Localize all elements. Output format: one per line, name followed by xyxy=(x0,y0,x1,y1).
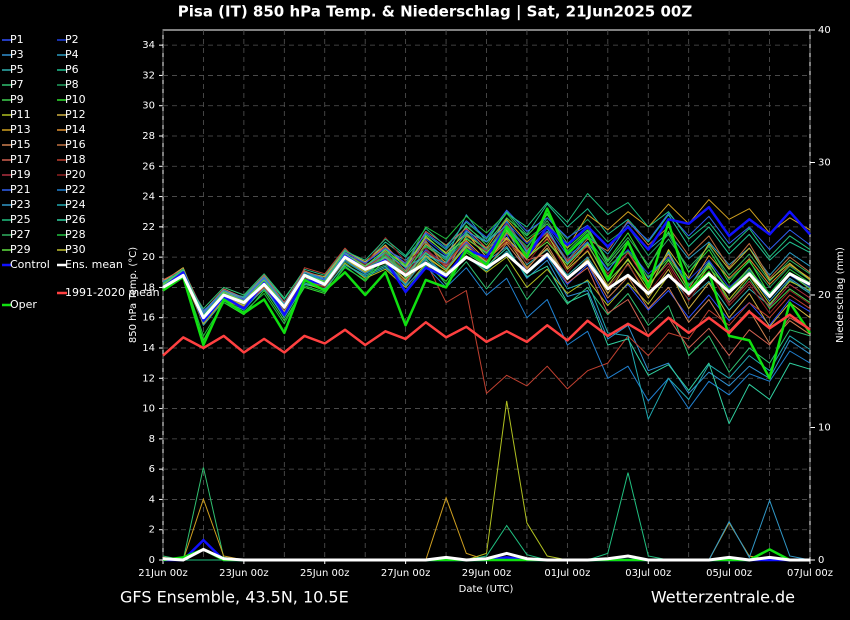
temp-line xyxy=(162,247,811,394)
y-tick-label: 26 xyxy=(142,161,155,172)
legend-label: P18 xyxy=(65,153,86,166)
y-tick-label: 30 xyxy=(142,101,155,112)
y2-tick-label: 0 xyxy=(818,555,824,566)
legend-label: P8 xyxy=(65,78,79,91)
y-tick-label: 20 xyxy=(142,252,155,263)
legend-label: P22 xyxy=(65,183,86,196)
legend-label: P23 xyxy=(10,198,31,211)
y-tick-label: 0 xyxy=(149,555,155,566)
legend-label: P30 xyxy=(65,243,86,256)
x-tick-label: 21Jun 00z xyxy=(138,568,188,579)
legend-label: P12 xyxy=(65,108,86,121)
legend-label: P16 xyxy=(65,138,86,151)
legend-label: P15 xyxy=(10,138,31,151)
legend-label: Oper xyxy=(10,298,37,311)
y-axis-label: 850 hPa Temp. (°C) xyxy=(128,247,139,343)
legend-label: P13 xyxy=(10,123,31,136)
temp-line xyxy=(162,250,811,420)
y-tick-label: 4 xyxy=(149,494,155,505)
legend-label: P11 xyxy=(10,108,31,121)
y-tick-label: 24 xyxy=(142,192,155,203)
y-tick-label: 32 xyxy=(142,70,155,81)
x-tick-label: 29Jun 00z xyxy=(462,568,512,579)
legend-label: Control xyxy=(10,258,50,271)
legend-label: P21 xyxy=(10,183,31,196)
x-tick-label: 01Jul 00z xyxy=(544,568,590,579)
y-tick-label: 14 xyxy=(142,343,155,354)
legend-label: P7 xyxy=(10,78,24,91)
y2-tick-label: 40 xyxy=(818,25,831,36)
x-tick-label: 27Jun 00z xyxy=(381,568,431,579)
legend-label: P26 xyxy=(65,213,86,226)
temp-line xyxy=(162,229,811,317)
x-axis-label: Date (UTC) xyxy=(459,584,514,595)
legend-label: P3 xyxy=(10,48,24,61)
legend-label: P29 xyxy=(10,243,31,256)
y2-tick-label: 20 xyxy=(818,290,831,301)
legend-label: Ens. mean xyxy=(65,258,123,271)
legend-label: P25 xyxy=(10,213,31,226)
legend-label: P19 xyxy=(10,168,31,181)
x-tick-label: 05Jul 00z xyxy=(706,568,752,579)
x-tick-label: 07Jul 00z xyxy=(787,568,833,579)
legend-label: P24 xyxy=(65,198,86,211)
temp-line xyxy=(162,310,811,357)
footer-left: GFS Ensemble, 43.5N, 10.5E xyxy=(120,588,349,607)
x-tick-label: 03Jul 00z xyxy=(625,568,671,579)
y-tick-label: 8 xyxy=(149,434,155,445)
chart-title: Pisa (IT) 850 hPa Temp. & Niederschlag |… xyxy=(178,3,693,22)
y-tick-label: 18 xyxy=(142,282,155,293)
y2-tick-label: 30 xyxy=(818,158,831,169)
y-tick-label: 2 xyxy=(149,525,155,536)
legend-label: P9 xyxy=(10,93,24,106)
y-tick-label: 12 xyxy=(142,373,155,384)
temp-line xyxy=(162,247,811,373)
y2-tick-label: 10 xyxy=(818,423,831,434)
x-tick-label: 25Jun 00z xyxy=(300,568,350,579)
legend-label: 1991-2020 mean xyxy=(65,286,160,299)
legend-label: P27 xyxy=(10,228,31,241)
legend-label: P5 xyxy=(10,63,24,76)
y2-axis-label: Niederschlag (mm) xyxy=(835,247,846,343)
temp-line xyxy=(162,224,811,313)
y-tick-label: 16 xyxy=(142,313,155,324)
legend-label: P4 xyxy=(65,48,79,61)
legend-label: P28 xyxy=(65,228,86,241)
temp-line xyxy=(162,252,811,320)
legend-label: P1 xyxy=(10,33,24,46)
legend-label: P17 xyxy=(10,153,31,166)
temp-line xyxy=(162,209,811,314)
y-tick-label: 6 xyxy=(149,464,155,475)
footer-right: Wetterzentrale.de xyxy=(651,588,795,607)
y-tick-label: 10 xyxy=(142,404,155,415)
x-tick-label: 23Jun 00z xyxy=(219,568,269,579)
temp-line xyxy=(162,227,811,357)
legend-label: P14 xyxy=(65,123,86,136)
legend-label: P20 xyxy=(65,168,86,181)
legend-label: P6 xyxy=(65,63,79,76)
legend-label: P2 xyxy=(65,33,79,46)
legend-label: P10 xyxy=(65,93,86,106)
y-tick-label: 34 xyxy=(142,40,155,51)
precip-line xyxy=(162,547,810,562)
y-tick-label: 28 xyxy=(142,131,155,142)
y-tick-label: 22 xyxy=(142,222,155,233)
